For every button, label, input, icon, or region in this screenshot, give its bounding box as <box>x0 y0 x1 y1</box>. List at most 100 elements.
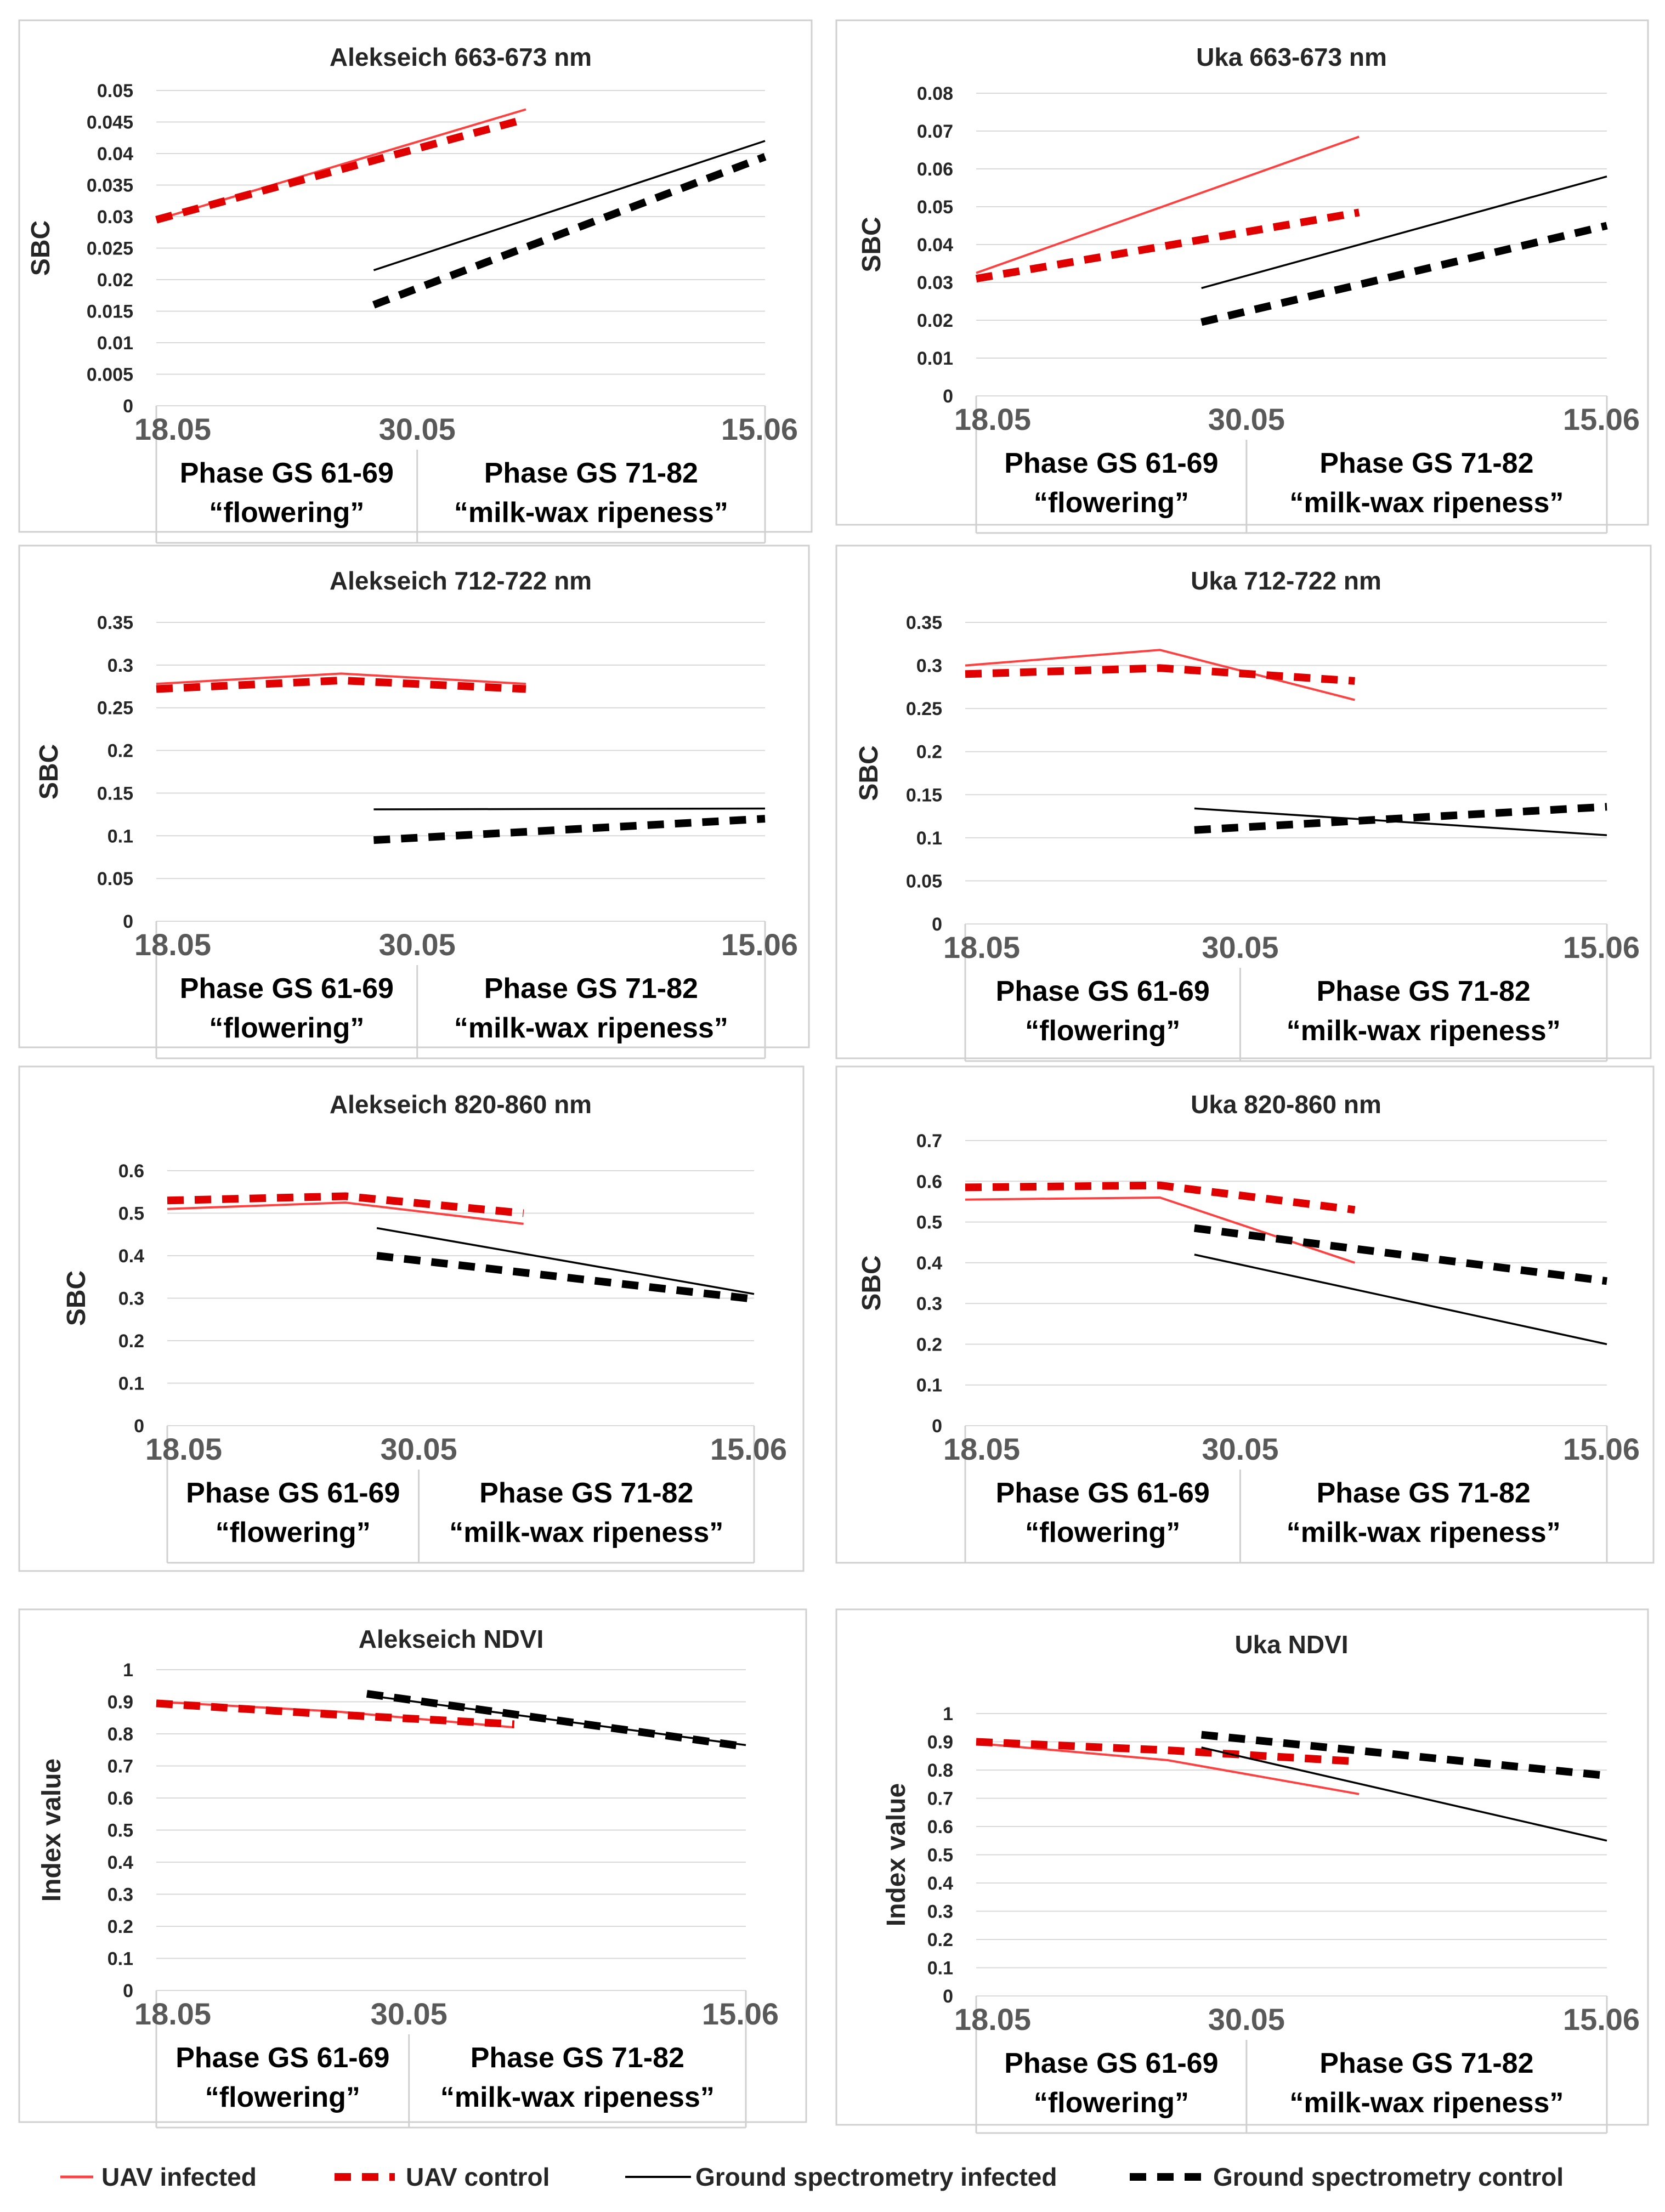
phase-sublabel: “milk-wax ripeness” <box>1289 2087 1564 2119</box>
y-tick-label: 0 <box>932 914 942 935</box>
y-tick-label: 0.7 <box>107 1756 133 1777</box>
y-tick-label: 0.005 <box>87 365 133 385</box>
series-line-uav-control <box>965 1181 1356 1214</box>
y-tick-label: 0.02 <box>97 270 133 291</box>
x-tick-label: 15.06 <box>1563 402 1640 436</box>
series-line-ground-infected <box>373 807 766 810</box>
phase-label: Phase GS 71-82 <box>1319 2047 1533 2079</box>
y-axis-label: SBC <box>62 1271 91 1326</box>
x-tick-label: 18.05 <box>145 1432 222 1466</box>
y-tick-label: 0.06 <box>917 159 953 180</box>
series-line-ground-control <box>1200 222 1608 326</box>
phase-label: Phase GS 61-69 <box>996 1477 1210 1509</box>
y-tick-label: 0.4 <box>118 1246 144 1267</box>
x-tick-label: 30.05 <box>1208 402 1285 436</box>
series-line-uav-control <box>155 115 527 224</box>
y-tick-label: 0.1 <box>107 1949 133 1970</box>
x-tick-label: 15.06 <box>710 1432 787 1466</box>
chart-panel-7: Alekseich NDVI 0 0.1 0.2 0.3 0.4 0.5 0.6 0.7 0.8 0… <box>18 1608 807 2129</box>
y-tick-label: 0.35 <box>906 612 942 633</box>
y-tick-label: 0.2 <box>927 1930 953 1950</box>
y-tick-label: 0.6 <box>927 1817 953 1837</box>
phase-sublabel: “milk-wax ripeness” <box>449 1517 723 1549</box>
y-tick-label: 0.4 <box>927 1873 953 1894</box>
phase-sublabel: “milk-wax ripeness” <box>1289 487 1564 519</box>
y-tick-label: 0.5 <box>118 1204 144 1224</box>
phase-label: Phase GS 61-69 <box>180 457 394 489</box>
phase-sublabel: “milk-wax ripeness” <box>1287 1517 1561 1549</box>
x-tick-label: 30.05 <box>1208 2002 1285 2037</box>
chart-panel-6: Uka 820-860 nm 0 0.1 0.2 0.3 0.4 0.5 0.6 0.7 SBC 1… <box>835 1065 1655 1564</box>
y-axis-label: SBC <box>857 217 886 272</box>
x-tick-label: 15.06 <box>721 412 798 446</box>
series-line-ground-control <box>376 1252 755 1303</box>
phase-label: Phase GS 61-69 <box>996 975 1210 1007</box>
x-tick-label: 30.05 <box>371 1997 448 2031</box>
phase-sublabel: “flowering” <box>1034 2087 1189 2119</box>
x-tick-label: 30.05 <box>381 1432 457 1466</box>
y-tick-label: 1 <box>123 1660 133 1681</box>
panel-frame <box>835 545 1652 1059</box>
chart-panel-3: Alekseich 712-722 nm 0 0.05 0.1 0.15 0.2 0.25 0… <box>18 545 810 1059</box>
chart-panels: Alekseich 663-673 nm 0 0.005 0.01 0.015 0.02 0… <box>18 19 1655 2134</box>
y-tick-label: 0.07 <box>917 121 953 142</box>
legend-label-ground-control: Ground spectrometry control <box>1213 2163 1564 2191</box>
y-tick-label: 0.01 <box>917 348 953 369</box>
panel-frame <box>835 1065 1655 1564</box>
y-axis-label: Index value <box>882 1783 911 1926</box>
phase-sublabel: “flowering” <box>216 1517 371 1549</box>
y-tick-label: 0.05 <box>917 197 953 218</box>
y-tick-label: 0.05 <box>97 81 133 101</box>
y-tick-label: 0.15 <box>906 785 942 806</box>
y-tick-label: 0.2 <box>118 1331 144 1352</box>
legend: UAV infected UAV control Ground spectrom… <box>60 2163 1564 2191</box>
y-tick-label: 0.3 <box>118 1289 144 1309</box>
series-line-uav-infected <box>976 135 1360 274</box>
y-tick-label: 0.05 <box>97 869 133 889</box>
series-line-uav-infected <box>965 649 1355 701</box>
panel-frame <box>18 1065 805 1572</box>
y-tick-label: 0.6 <box>916 1171 942 1192</box>
series-line-uav-control <box>965 664 1355 685</box>
x-tick-label: 18.05 <box>134 1997 211 2031</box>
phase-sublabel: “flowering” <box>205 2081 360 2113</box>
panel-frame <box>18 19 813 533</box>
series-line-uav-control <box>975 208 1360 282</box>
phase-sublabel: “milk-wax ripeness” <box>1287 1015 1561 1047</box>
phase-sublabel: “milk-wax ripeness” <box>440 2081 715 2113</box>
y-tick-label: 0.7 <box>916 1131 942 1152</box>
x-tick-label: 18.05 <box>943 1432 1020 1466</box>
y-tick-label: 0.4 <box>107 1852 133 1873</box>
y-tick-label: 0.3 <box>916 1294 942 1314</box>
y-tick-label: 0.2 <box>107 1916 133 1937</box>
y-tick-label: 0 <box>123 911 133 932</box>
phase-sublabel: “milk-wax ripeness” <box>454 497 728 529</box>
y-axis-label: SBC <box>35 744 64 799</box>
phase-sublabel: “flowering” <box>1025 1015 1180 1047</box>
series-line-ground-infected <box>373 140 766 271</box>
phase-label: Phase GS 61-69 <box>180 973 394 1005</box>
phase-label: Phase GS 61-69 <box>186 1477 400 1509</box>
y-axis-label: Index value <box>37 1759 66 1902</box>
phase-sublabel: “flowering” <box>1034 487 1189 519</box>
y-tick-label: 0.02 <box>917 310 953 331</box>
chart-title: Alekseich 663-673 nm <box>330 43 592 71</box>
y-tick-label: 0.3 <box>107 655 133 676</box>
chart-panel-4: Uka 712-722 nm 0 0.05 0.1 0.15 0.2 0.25 0.3 0.35… <box>835 545 1652 1062</box>
y-tick-label: 0.03 <box>917 273 953 293</box>
y-tick-label: 0.04 <box>917 235 953 256</box>
phase-label: Phase GS 71-82 <box>1319 447 1533 479</box>
y-tick-label: 0.4 <box>916 1253 942 1274</box>
y-tick-label: 0.25 <box>906 699 942 719</box>
chart-title: Uka 820-860 nm <box>1191 1090 1381 1119</box>
x-tick-label: 18.05 <box>943 930 1020 965</box>
x-tick-label: 18.05 <box>954 402 1031 436</box>
chart-title: Uka 712-722 nm <box>1191 566 1381 595</box>
chart-panel-8: Uka NDVI 0 0.1 0.2 0.3 0.4 0.5 0.6 0.7 0.8 0.9 1 Ind… <box>835 1608 1649 2134</box>
y-tick-label: 0.15 <box>97 783 133 804</box>
chart-title: Uka NDVI <box>1234 1630 1348 1659</box>
phase-label: Phase GS 71-82 <box>471 2042 684 2074</box>
y-tick-label: 0.8 <box>107 1724 133 1745</box>
x-tick-label: 30.05 <box>1202 930 1278 965</box>
series-line-ground-infected <box>1194 1254 1607 1346</box>
